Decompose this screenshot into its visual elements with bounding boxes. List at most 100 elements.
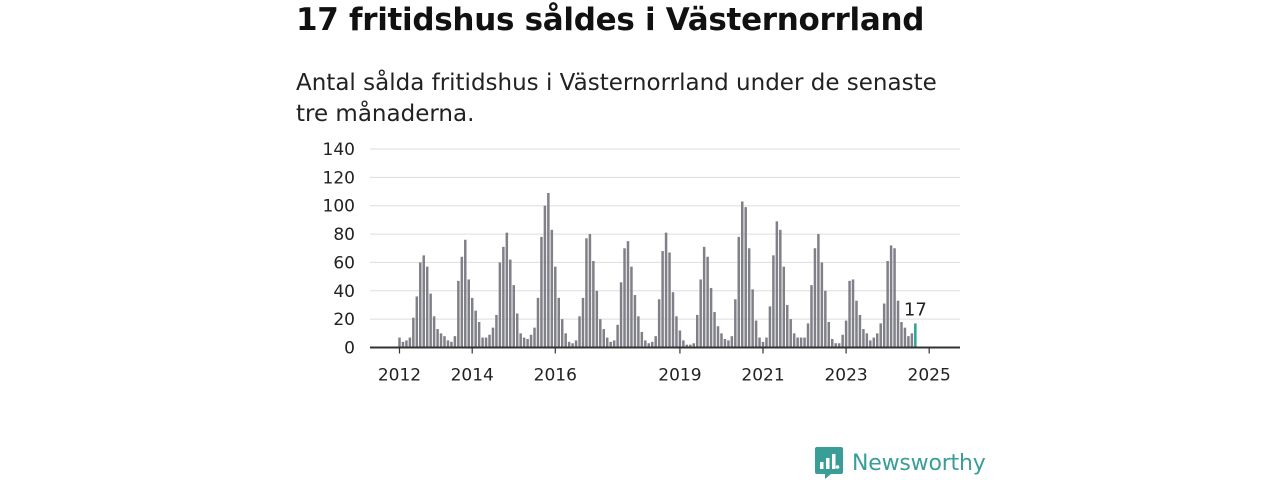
bar — [889, 245, 893, 348]
bar — [498, 262, 502, 348]
bar — [695, 314, 699, 348]
bar — [464, 239, 467, 348]
y-tick-label: 100 — [323, 197, 355, 217]
bar — [782, 266, 786, 348]
bar — [415, 296, 419, 348]
bar — [896, 300, 900, 348]
bar — [702, 246, 706, 348]
bar — [699, 279, 702, 348]
bar — [765, 337, 768, 348]
bar — [543, 205, 547, 348]
bar — [550, 229, 554, 348]
bar — [834, 343, 837, 348]
bar — [747, 248, 751, 348]
chart-subtitle: Antal sålda fritidshus i Västernorrland … — [296, 70, 937, 127]
y-tick-label: 120 — [323, 168, 355, 188]
bar — [796, 337, 799, 348]
bar — [533, 327, 536, 348]
bar — [754, 320, 758, 348]
y-axis-ticks: 0 20 40 60 80 100 120 140 — [323, 140, 355, 359]
bar — [848, 280, 851, 348]
bar — [789, 319, 792, 348]
bar — [509, 259, 512, 348]
bar — [616, 324, 619, 348]
bar — [744, 207, 747, 348]
bar — [529, 334, 533, 348]
bar — [571, 343, 574, 348]
bar — [734, 299, 737, 348]
bar — [540, 236, 543, 348]
bar — [761, 341, 765, 348]
bar — [758, 337, 761, 348]
bar — [599, 319, 602, 348]
bar — [803, 337, 806, 348]
x-tick-label: 2021 — [741, 366, 784, 386]
chart-title: 17 fritidshus såldes i Västernorrland — [296, 2, 925, 38]
bar — [862, 329, 865, 348]
bar — [855, 300, 858, 348]
bar — [484, 337, 488, 348]
bar — [689, 344, 692, 348]
bars — [398, 192, 917, 348]
bar — [425, 266, 429, 348]
bar — [640, 331, 644, 348]
bar — [682, 340, 685, 348]
bar — [644, 340, 647, 348]
bar — [567, 341, 571, 348]
bar — [578, 316, 581, 348]
bar — [740, 201, 744, 348]
x-tick-label: 2012 — [378, 366, 421, 386]
bar — [671, 292, 675, 348]
bar — [650, 341, 654, 348]
bar — [633, 295, 637, 348]
bar — [858, 314, 862, 348]
highlight-value-label: 17 — [904, 299, 927, 320]
bar — [470, 297, 474, 348]
bar — [713, 312, 716, 348]
bar — [564, 333, 567, 348]
bar — [824, 290, 827, 348]
bar — [398, 337, 401, 348]
bar — [730, 336, 734, 348]
bar — [806, 323, 810, 348]
bar — [910, 333, 914, 348]
bar — [709, 287, 713, 348]
bar — [903, 327, 907, 348]
bar — [727, 340, 730, 348]
bar — [723, 338, 727, 348]
bar — [810, 285, 813, 348]
bar — [595, 290, 599, 348]
bar — [626, 241, 630, 348]
bar — [605, 337, 609, 348]
bar — [768, 306, 772, 348]
x-axis-ticks: 2012 2014 2016 2019 2021 2023 2025 — [378, 347, 951, 386]
bar — [827, 321, 831, 348]
x-tick-label: 2014 — [451, 366, 494, 386]
bar — [876, 333, 879, 348]
bar — [560, 319, 564, 348]
brand-name: Newsworthy — [852, 450, 986, 476]
y-tick-label: 20 — [333, 310, 355, 330]
bar — [664, 232, 668, 348]
y-tick-label: 40 — [333, 282, 355, 302]
bar — [450, 341, 453, 348]
y-tick-label: 0 — [344, 339, 355, 359]
bar — [872, 337, 876, 348]
bar — [491, 327, 495, 348]
bar — [900, 321, 903, 348]
bar — [907, 336, 910, 348]
bar — [775, 221, 779, 348]
bar — [657, 299, 661, 348]
bar — [772, 255, 775, 348]
bar — [623, 248, 626, 348]
bar — [844, 320, 848, 348]
bar — [585, 238, 588, 348]
bar — [412, 317, 415, 348]
bar — [522, 337, 526, 348]
bar — [460, 256, 464, 348]
bar — [619, 282, 623, 348]
bar — [408, 337, 412, 348]
bar — [612, 340, 616, 348]
bar — [706, 256, 709, 348]
